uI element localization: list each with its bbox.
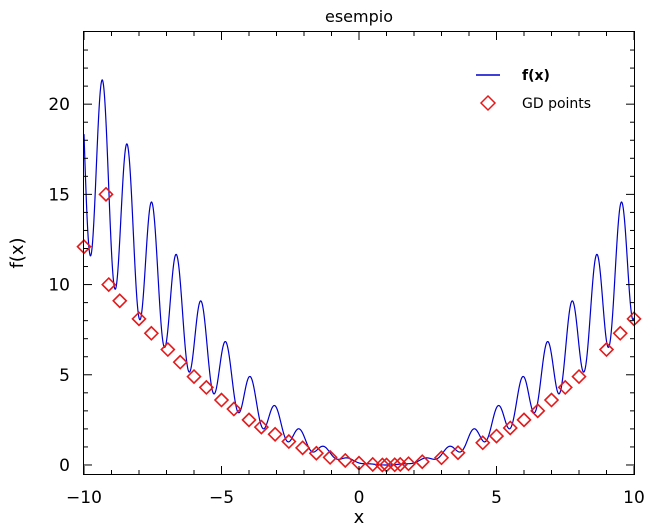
chart-title: esempio: [325, 7, 393, 26]
gd-point: [98, 186, 114, 202]
x-tick-label: −5: [209, 488, 234, 508]
gd-point: [294, 440, 311, 456]
gd-point: [322, 449, 338, 466]
legend-label-gd-points: GD points: [522, 96, 591, 112]
gd-point: [502, 420, 518, 436]
gd-point: [112, 293, 128, 309]
y-tick-label: 5: [59, 366, 70, 386]
gd-point: [387, 457, 403, 473]
x-axis-label: x: [354, 507, 365, 528]
gd-point: [475, 435, 491, 451]
gd-point: [308, 445, 325, 461]
gd-point: [131, 311, 147, 327]
gd-point: [530, 403, 546, 419]
gd-point: [186, 368, 202, 385]
x-tick-label: 5: [491, 488, 502, 508]
y-tick-label: 0: [59, 456, 70, 476]
gd-point: [450, 445, 466, 461]
y-axis-label: f(x): [7, 237, 28, 268]
gd-point: [433, 450, 450, 466]
plot-area: [76, 79, 642, 473]
y-tick-label: 20: [48, 95, 70, 115]
gd-point: [392, 456, 408, 473]
x-tick-label: 10: [623, 488, 645, 508]
gd-point: [143, 325, 160, 341]
gd-point: [281, 433, 297, 450]
axes-frame: [83, 31, 635, 475]
y-tick-label: 15: [48, 185, 70, 205]
gd-point: [557, 379, 573, 396]
gd-point: [241, 412, 257, 428]
gd-point: [598, 341, 615, 358]
gd-point: [172, 354, 188, 370]
gd-point: [543, 392, 560, 408]
gd-point: [374, 457, 391, 473]
gd-point: [101, 276, 117, 293]
y-tick-label: 10: [48, 276, 70, 296]
gd-point: [488, 428, 505, 444]
legend-label-f-x: f(x): [522, 68, 550, 84]
legend: f(x) GD points: [476, 68, 591, 112]
gd-point: [253, 419, 270, 435]
legend-diamond-marker: [479, 94, 497, 112]
gd-point: [213, 392, 230, 408]
x-tick-label: 0: [354, 488, 365, 508]
gd-point: [516, 412, 532, 428]
gd-point: [337, 452, 353, 469]
y-tick-labels: 0 5 10 15 20: [48, 95, 70, 476]
series-line-f-x: [83, 79, 635, 466]
gd-point: [198, 379, 215, 396]
x-tick-label: −10: [66, 488, 102, 508]
gd-point: [571, 368, 587, 385]
gd-point: [414, 454, 430, 470]
gd-point: [612, 325, 628, 341]
x-tick-labels: −10 −5 0 5 10: [66, 488, 645, 508]
gd-point: [400, 456, 417, 472]
gd-point: [267, 426, 283, 442]
gd-point: [365, 456, 381, 473]
gd-point: [160, 341, 176, 358]
gd-point: [226, 401, 242, 417]
